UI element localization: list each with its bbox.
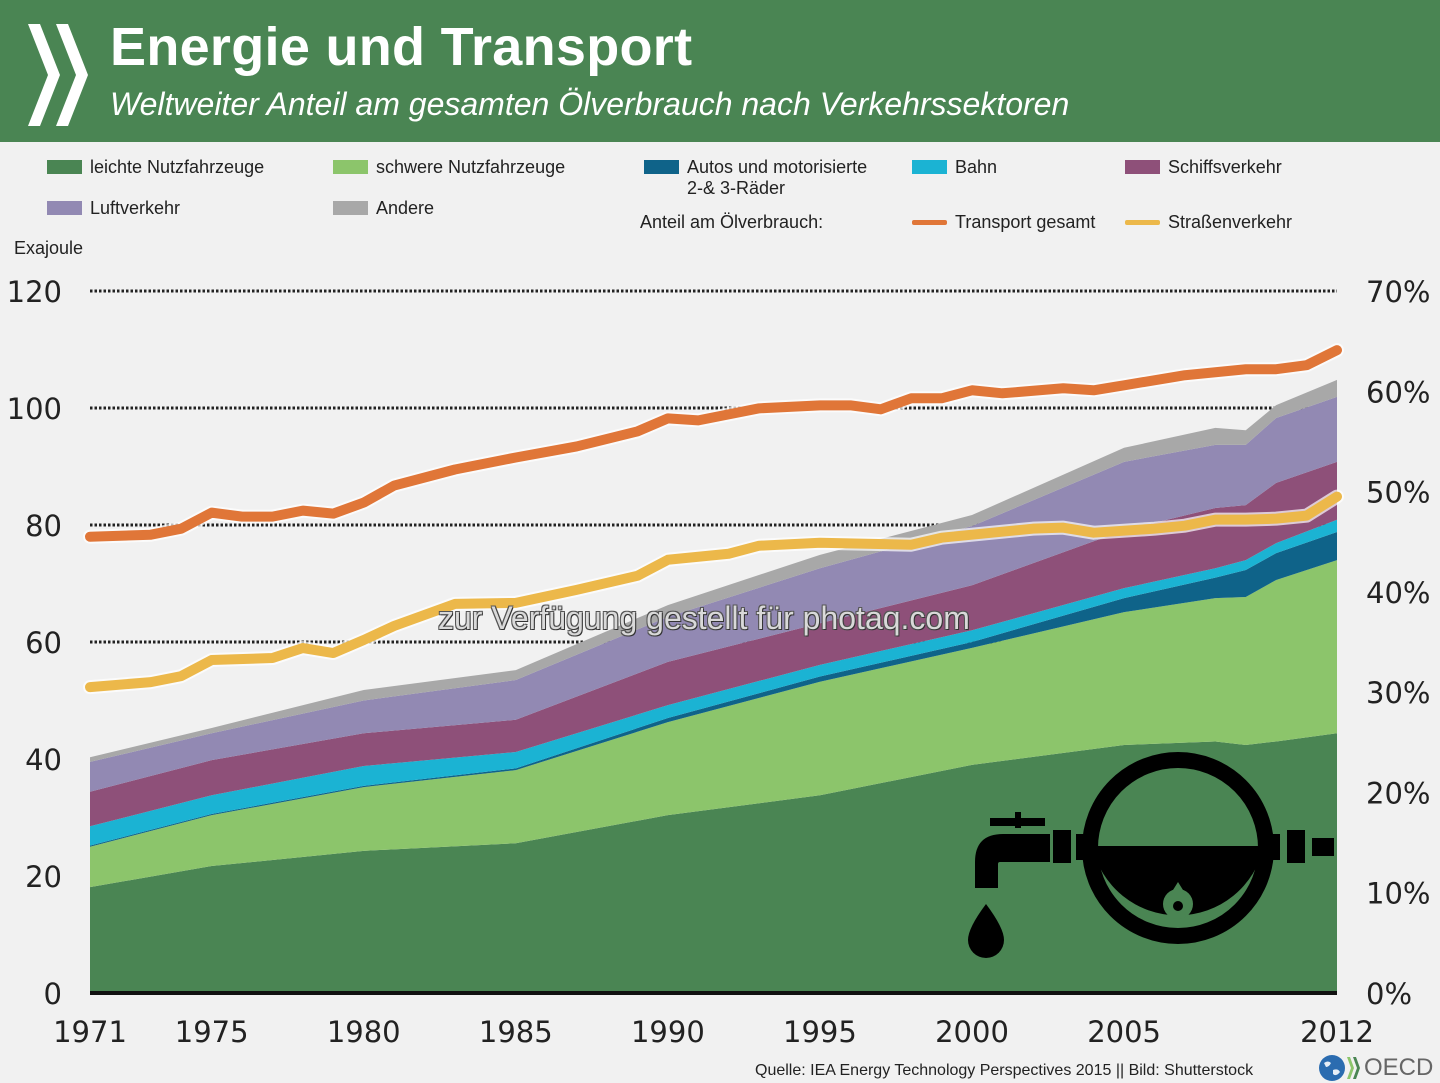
y2-tick-label: 10% — [1366, 877, 1430, 911]
legend-line-swatch — [912, 220, 947, 225]
legend-label-line1: Autos und motorisierte — [687, 157, 868, 177]
y-tick-label: 40 — [25, 743, 62, 777]
y-tick-label: 120 — [7, 275, 62, 309]
legend-item-schwere-nutzfahrzeuge: schwere Nutzfahrzeuge — [333, 157, 565, 178]
area-schwere-nutzfahrzeuge — [90, 560, 1337, 888]
legend-label: Schiffsverkehr — [1168, 157, 1282, 177]
oecd-chevrons-small-icon — [1347, 1057, 1360, 1079]
line-transport-gesamt — [85, 345, 1342, 542]
area-bahn — [90, 519, 1337, 846]
legend-swatch — [644, 160, 679, 174]
legend-line-swatch — [1125, 220, 1160, 225]
legend-label-line2: 2-& 3-Räder — [687, 178, 786, 198]
oecd-logo: OECD — [1318, 1054, 1433, 1082]
x-tick-label: 2012 — [1300, 1015, 1374, 1049]
y-tick-label: 60 — [25, 626, 62, 660]
y-axis-title: Exajoule — [14, 238, 84, 258]
y-tick-label: 0 — [44, 977, 62, 1011]
oil-tap-meter-icon — [968, 752, 1334, 958]
chart-subtitle: Weltweiter Anteil am gesamten Ölverbrauc… — [110, 86, 1070, 122]
oecd-logo-text: OECD — [1364, 1054, 1434, 1081]
y2-tick-label: 20% — [1366, 776, 1430, 810]
x-tick-label: 1985 — [479, 1015, 553, 1049]
x-tick-label: 1995 — [783, 1015, 857, 1049]
legend-swatch — [333, 160, 368, 174]
x-tick-label: 2005 — [1087, 1015, 1161, 1049]
x-axis-ticks: 1971 1975 1980 1985 1990 1995 2000 2005 2012 — [53, 1015, 1374, 1049]
legend-item-luftverkehr: Luftverkehr — [47, 198, 180, 219]
area-schiffsverkehr — [90, 461, 1337, 827]
x-tick-label: 1971 — [53, 1015, 127, 1049]
legend-label: Luftverkehr — [90, 198, 181, 218]
watermark: zur Verfügung gestellt für photaq.com — [438, 600, 970, 636]
share-lines — [83, 343, 1344, 695]
y2-tick-label: 70% — [1366, 275, 1430, 309]
legend-share-note: Anteil am Ölverbrauch: — [640, 212, 824, 232]
y-tick-label: 100 — [7, 392, 62, 426]
legend-swatch — [912, 160, 947, 174]
x-tick-label: 1990 — [631, 1015, 705, 1049]
legend-item-bahn: Bahn — [912, 157, 997, 178]
y-axis-right-ticks: 0% 10% 20% 30% 40% 50% 60% 70% — [1366, 275, 1430, 1011]
area-layers — [90, 379, 1337, 993]
legend-label: Andere — [376, 198, 435, 218]
y-axis-left-ticks: 0 20 40 60 80 100 120 — [7, 275, 62, 1011]
legend-label: schwere Nutzfahrzeuge — [376, 157, 566, 177]
area-luftverkehr — [90, 396, 1337, 792]
line-stra-enverkehr — [85, 491, 1342, 693]
globe-icon — [1319, 1055, 1345, 1081]
legend-item-autos: Autos und motorisierte 2-& 3-Räder — [644, 157, 867, 199]
y-tick-label: 80 — [25, 509, 62, 543]
header-banner: Energie und Transport Weltweiter Anteil … — [0, 0, 1440, 142]
y2-tick-label: 30% — [1366, 676, 1430, 710]
area-leichte-nutzfahrzeuge — [90, 733, 1337, 993]
legend-item-transport-gesamt: Transport gesamt — [912, 212, 1095, 233]
legend-label: Transport gesamt — [955, 212, 1096, 232]
legend-item-andere: Andere — [333, 198, 434, 219]
y2-tick-label: 60% — [1366, 375, 1430, 409]
legend-swatch — [333, 201, 368, 215]
y2-tick-label: 50% — [1366, 476, 1430, 510]
legend-label: leichte Nutzfahrzeuge — [90, 157, 265, 177]
legend-swatch — [47, 160, 82, 174]
y2-tick-label: 0% — [1366, 977, 1412, 1011]
legend-swatch — [1125, 160, 1160, 174]
chart-title: Energie und Transport — [110, 17, 693, 77]
legend-item-strassenverkehr: Straßenverkehr — [1125, 212, 1292, 233]
legend-swatch — [47, 201, 82, 215]
oecd-chevrons-icon — [28, 24, 88, 126]
source-note: Quelle: IEA Energy Technology Perspectiv… — [755, 1062, 1254, 1079]
legend-label: Autos und motorisierte 2-& 3-Räder — [687, 157, 867, 199]
legend-item-schiffsverkehr: Schiffsverkehr — [1125, 157, 1282, 178]
legend-label: Bahn — [955, 157, 998, 177]
legend-item-leichte-nutzfahrzeuge: leichte Nutzfahrzeuge — [47, 157, 264, 178]
legend-label: Straßenverkehr — [1168, 212, 1293, 232]
y2-tick-label: 40% — [1366, 576, 1430, 610]
x-tick-label: 1975 — [175, 1015, 249, 1049]
y-tick-label: 20 — [25, 860, 62, 894]
x-tick-label: 1980 — [327, 1015, 401, 1049]
x-tick-label: 2000 — [935, 1015, 1009, 1049]
